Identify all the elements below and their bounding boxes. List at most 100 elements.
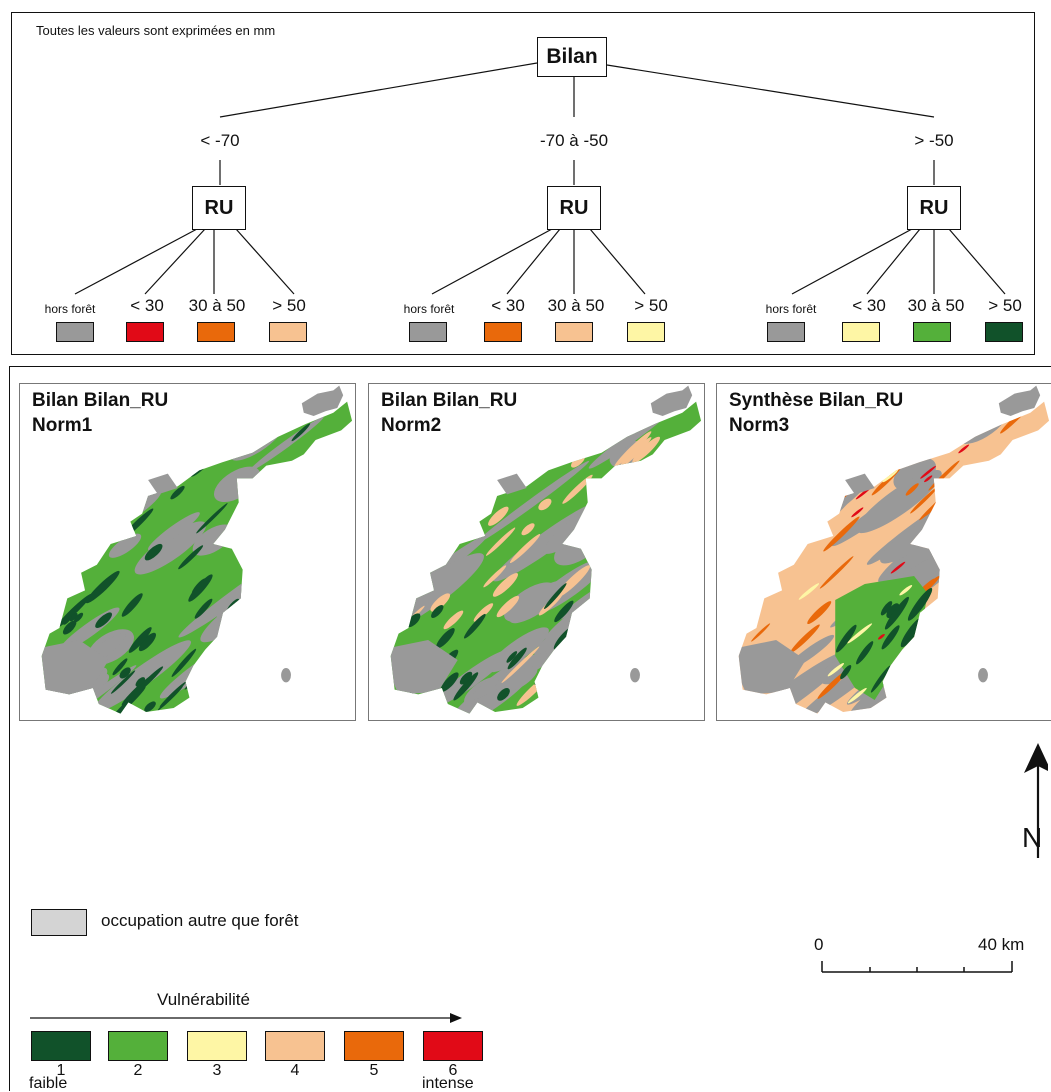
vulnerability-patch bbox=[473, 603, 494, 622]
vulnerability-patch bbox=[807, 601, 832, 625]
non-forest-patch bbox=[390, 514, 450, 571]
leaf-label: hors forêt bbox=[765, 302, 817, 316]
non-forest-patch bbox=[965, 469, 1041, 525]
vulnerability-patch bbox=[847, 623, 873, 644]
leaf-swatch bbox=[842, 322, 880, 342]
vulnerability-patch bbox=[459, 671, 473, 685]
non-forest-patch bbox=[431, 401, 499, 449]
vulnerability-arrow-icon bbox=[30, 1013, 462, 1023]
vulnerability-class-label: 1 bbox=[56, 1062, 66, 1079]
vulnerability-patch bbox=[135, 677, 146, 687]
vulnerability-patch bbox=[63, 615, 72, 625]
leaf-swatch bbox=[555, 322, 593, 342]
vulnerability-class-label: 6 bbox=[448, 1062, 458, 1079]
vulnerability-patch bbox=[520, 401, 557, 434]
vulnerability-patch bbox=[819, 556, 854, 589]
non-forest-label: occupation autre que forêt bbox=[101, 911, 299, 930]
non-forest-patch bbox=[437, 460, 492, 501]
outlier-region bbox=[148, 473, 178, 495]
vulnerability-patch bbox=[851, 507, 864, 518]
vulnerability-patch bbox=[544, 583, 567, 610]
leaf-swatch bbox=[197, 322, 235, 342]
leaf-label: > 50 bbox=[634, 296, 668, 315]
vulnerability-patch bbox=[201, 679, 217, 694]
non-forest-patch bbox=[560, 650, 629, 701]
non-forest-patch bbox=[944, 598, 990, 633]
non-forest-patch bbox=[742, 453, 823, 512]
leaf-label: hors forêt bbox=[44, 302, 96, 316]
maps-frame bbox=[9, 366, 1051, 1091]
vulnerability-patch bbox=[950, 611, 961, 621]
leaf-swatch bbox=[767, 322, 805, 342]
outlier-region bbox=[497, 473, 527, 495]
leaf-swatch bbox=[985, 322, 1023, 342]
vulnerability-patch bbox=[260, 603, 277, 618]
leaf-swatch bbox=[913, 322, 951, 342]
vulnerability-patch bbox=[847, 687, 867, 704]
vulnerability-patch bbox=[897, 438, 909, 448]
non-forest-patch bbox=[92, 640, 192, 713]
vulnerability-patch bbox=[121, 675, 153, 706]
outlier-region bbox=[978, 668, 988, 683]
vulnerability-patch bbox=[550, 411, 560, 421]
vulnerability-patch bbox=[50, 482, 71, 502]
vulnerability-patch bbox=[936, 524, 952, 538]
leaf-label: < 30 bbox=[852, 296, 886, 315]
vulnerability-patch bbox=[803, 504, 815, 514]
vulnerability-patch bbox=[121, 489, 146, 512]
vulnerability-patch bbox=[784, 525, 795, 534]
vulnerability-patch bbox=[521, 523, 535, 536]
vulnerability-patch bbox=[429, 426, 447, 443]
vulnerability-class-label: 3 bbox=[212, 1062, 222, 1079]
map-norm1 bbox=[41, 385, 353, 714]
vulnerability-patch bbox=[599, 620, 632, 652]
vulnerability-patch bbox=[171, 648, 197, 677]
leaf-swatch bbox=[627, 322, 665, 342]
vulnerability-patch bbox=[49, 439, 71, 460]
non-forest-patch bbox=[267, 574, 342, 630]
vulnerability-patch bbox=[858, 643, 873, 662]
vulnerability-patch bbox=[910, 487, 938, 514]
vulnerability-patch bbox=[463, 613, 486, 639]
outlier-region bbox=[281, 668, 291, 683]
vulnerability-patch bbox=[291, 423, 311, 442]
non-forest-patch bbox=[976, 554, 1050, 650]
vulnerability-patch bbox=[679, 593, 700, 613]
vulnerability-patch bbox=[54, 458, 67, 469]
map-title: Bilan Bilan_RU bbox=[32, 390, 169, 411]
non-forest-patch bbox=[390, 423, 478, 513]
vulnerability-patch bbox=[485, 527, 516, 556]
vulnerability-patch bbox=[184, 406, 205, 427]
scale-start-label: 0 bbox=[814, 935, 824, 954]
vulnerability-swatch bbox=[108, 1031, 168, 1061]
non-forest-patch bbox=[41, 640, 109, 695]
vulnerability-patch bbox=[244, 629, 260, 646]
vulnerability-patch bbox=[69, 612, 78, 622]
vulnerability-patch bbox=[196, 503, 228, 534]
vulnerability-patch bbox=[431, 605, 444, 618]
vulnerability-patch bbox=[675, 632, 702, 663]
vulnerability-patch bbox=[554, 600, 574, 623]
vulnerability-patch bbox=[255, 660, 280, 684]
vulnerability-patch bbox=[920, 465, 936, 479]
non-forest-patch bbox=[738, 640, 806, 695]
leaf-swatch bbox=[484, 322, 522, 342]
non-forest-patch bbox=[294, 673, 333, 703]
vulnerability-patch bbox=[862, 449, 874, 458]
leaf-swatch bbox=[409, 322, 447, 342]
vulnerability-patch bbox=[950, 487, 971, 506]
non-forest-patch bbox=[956, 679, 1001, 714]
map-norm2 bbox=[390, 385, 702, 714]
non-forest-patch bbox=[738, 649, 852, 714]
vulnerability-patch bbox=[483, 565, 507, 588]
vulnerability-patch bbox=[406, 613, 421, 628]
north-label: N bbox=[1022, 822, 1043, 853]
non-forest-patch bbox=[46, 405, 91, 438]
vulnerability-patch bbox=[334, 510, 348, 523]
non-forest-patch bbox=[123, 406, 198, 461]
vulnerability-patch bbox=[236, 620, 257, 644]
non-forest-patch bbox=[242, 580, 282, 609]
vulnerability-patch bbox=[940, 494, 971, 523]
vulnerability-patch bbox=[112, 431, 147, 465]
non-forest-patch bbox=[213, 466, 261, 503]
